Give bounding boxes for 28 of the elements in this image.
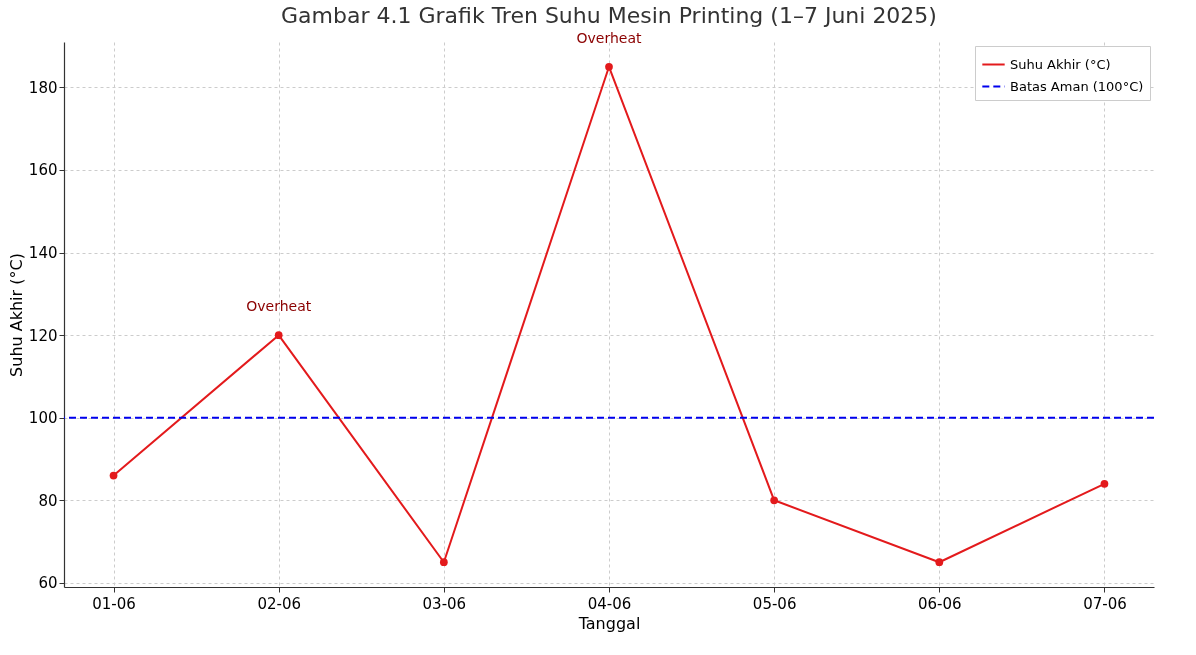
point <box>439 558 448 567</box>
annotation: Overheat <box>576 29 642 46</box>
x-axis-title: Tanggal <box>577 613 641 633</box>
legend-label: Suhu Akhir (°C) <box>1010 56 1111 72</box>
x-tick-label: 06-06 <box>918 594 962 613</box>
point <box>274 331 283 340</box>
y-tick-label: 80 <box>38 491 58 510</box>
point <box>1100 479 1109 488</box>
point <box>109 471 118 480</box>
legend-label: Batas Aman (100°C) <box>1010 78 1144 94</box>
point <box>770 496 779 505</box>
x-tick-label: 01-06 <box>92 594 136 613</box>
chart-title: Gambar 4.1 Grafik Tren Suhu Mesin Printing (1–7 Juni 2025) <box>281 2 937 28</box>
y-tick-label: 60 <box>38 574 58 593</box>
y-tick-label: 160 <box>28 161 58 180</box>
point <box>935 558 944 567</box>
y-axis-title: Suhu Akhir (°C) <box>6 253 26 377</box>
x-tick-label: 03-06 <box>422 594 467 613</box>
y-tick-label: 180 <box>28 78 58 97</box>
y-tick-label: 100 <box>28 409 58 428</box>
y-tick-label: 120 <box>28 326 58 345</box>
y-tick-label: 140 <box>28 244 58 263</box>
x-tick-label: 04-06 <box>587 594 632 613</box>
x-tick-label: 07-06 <box>1083 594 1127 613</box>
point <box>605 62 613 71</box>
x-tick-label: 02-06 <box>257 594 301 613</box>
annotation: Overheat <box>246 298 312 315</box>
x-tick-label: 05-06 <box>752 594 797 613</box>
